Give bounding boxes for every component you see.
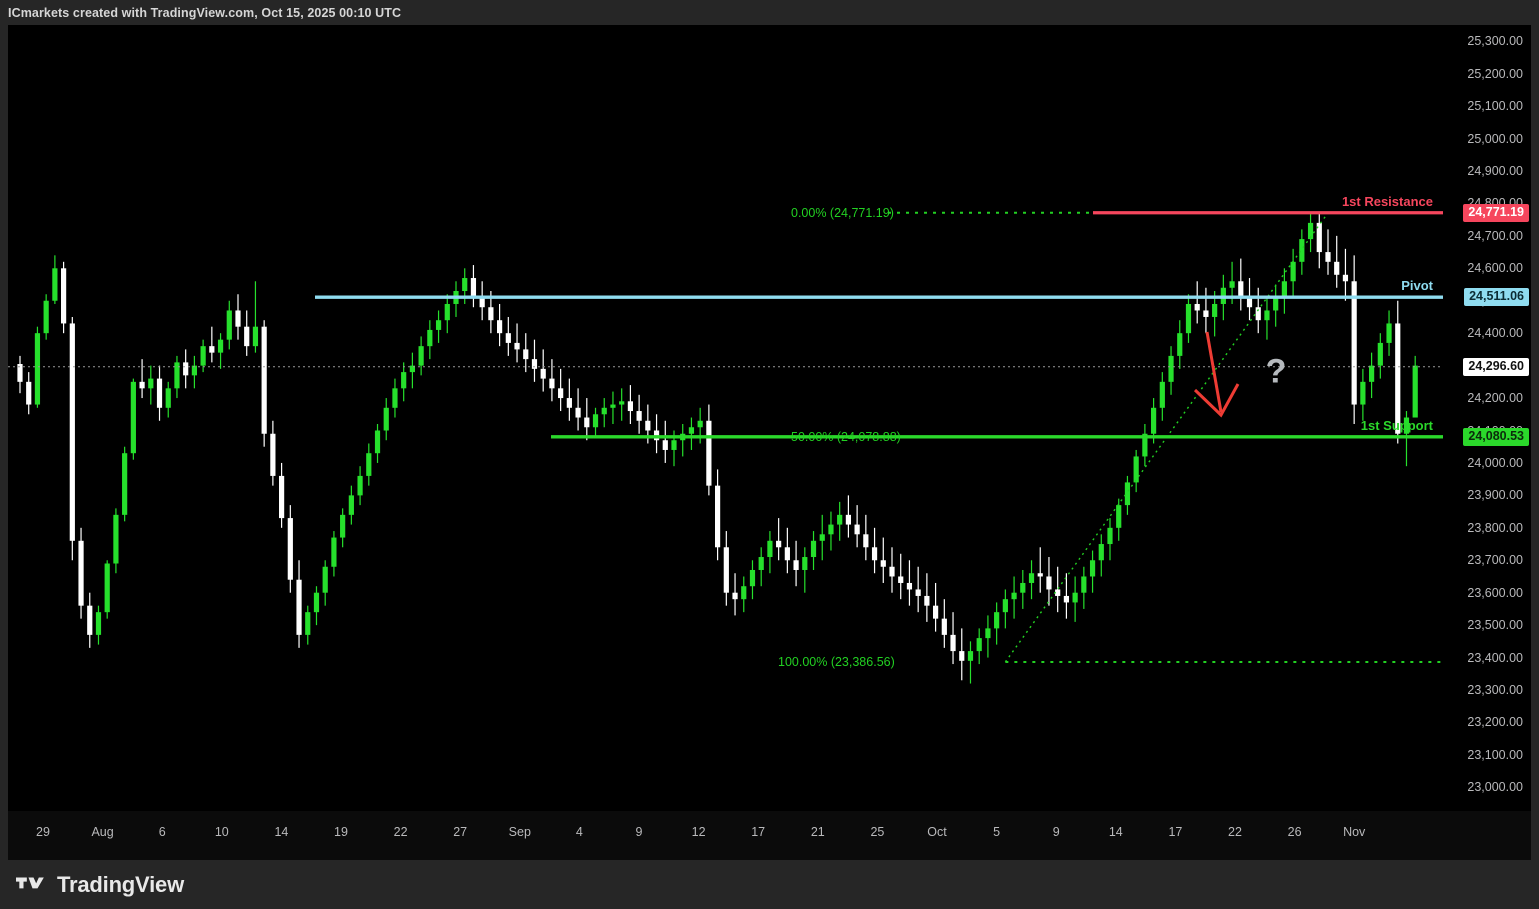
time-tick: Aug — [91, 825, 114, 839]
price-tick: 23,600.00 — [1467, 585, 1523, 600]
brand-bar: TradingView — [0, 860, 1539, 909]
price-tick: 23,100.00 — [1467, 747, 1523, 762]
candlestick-series — [8, 211, 1443, 684]
time-tick: 17 — [751, 825, 766, 839]
time-tick: Nov — [1343, 825, 1366, 839]
price-tick: 25,000.00 — [1467, 131, 1523, 146]
price-tick: 24,700.00 — [1467, 228, 1523, 243]
time-tick: 14 — [274, 825, 289, 839]
price-tick: 25,100.00 — [1467, 99, 1523, 114]
fib-50-label: 50.00% (24,078.88) — [791, 430, 901, 445]
last-price-tag[interactable]: 24,296.60 — [1463, 357, 1529, 376]
price-tick: 24,900.00 — [1467, 163, 1523, 178]
price-tick: 24,000.00 — [1467, 455, 1523, 470]
time-tick: 27 — [453, 825, 468, 839]
down-arrow-icon — [1193, 331, 1240, 418]
brand-name: TradingView — [57, 872, 184, 897]
time-tick: 22 — [1228, 825, 1242, 839]
chart-header: ICmarkets created with TradingView.com, … — [0, 0, 1539, 25]
support-label: 1st Support — [1360, 417, 1433, 433]
resistance-price-tag[interactable]: 24,771.19 — [1463, 203, 1529, 222]
pivot-label: Pivot — [1401, 278, 1433, 294]
time-tick: 21 — [810, 825, 825, 839]
price-scale[interactable]: 25,300.00 25,200.00 25,100.00 25,000.00 24,9… — [1443, 25, 1531, 860]
time-tick: 19 — [334, 825, 348, 839]
fib-100-label: 100.00% (23,386.56) — [778, 654, 895, 669]
pivot-price-tag[interactable]: 24,511.06 — [1464, 288, 1529, 307]
price-tick: 23,800.00 — [1467, 520, 1523, 535]
price-tick: 24,600.00 — [1467, 261, 1523, 276]
time-tick: 17 — [1168, 825, 1183, 839]
time-tick: Oct — [927, 825, 947, 839]
time-tick: 25 — [870, 825, 885, 839]
time-tick: 4 — [575, 825, 583, 839]
time-scale[interactable]: 29 Aug 6 10 14 19 22 27 Sep 4 9 12 17 21 25 Oct 5 9 14 17 22… — [8, 811, 1531, 860]
chart-plot-area[interactable]: 1st Resistance Pivot 1st Support 0.00% (24,… — [8, 25, 1443, 836]
resistance-label: 1st Resistance — [1341, 193, 1433, 209]
price-tick: 23,000.00 — [1467, 780, 1523, 795]
question-mark-annotation: ? — [1265, 352, 1287, 391]
time-tick: Sep — [508, 825, 531, 839]
price-tick: 23,500.00 — [1467, 618, 1523, 633]
price-tick: 24,400.00 — [1467, 326, 1523, 341]
tradingview-logo-icon — [16, 875, 46, 895]
time-tick: 12 — [691, 825, 706, 839]
time-tick: 5 — [993, 825, 1001, 839]
time-tick: 9 — [1052, 825, 1060, 839]
attribution-text: ICmarkets created with TradingView.com, … — [8, 6, 402, 20]
time-tick: 6 — [158, 825, 166, 839]
price-tick: 23,200.00 — [1467, 715, 1523, 730]
time-tick: 10 — [214, 825, 229, 839]
price-tick: 23,300.00 — [1467, 683, 1523, 698]
price-tick: 25,300.00 — [1467, 34, 1523, 49]
time-tick: 29 — [36, 825, 50, 839]
fib-0-label: 0.00% (24,771.19) — [791, 205, 894, 220]
time-tick: 9 — [635, 825, 643, 839]
price-tick: 23,400.00 — [1467, 650, 1523, 665]
price-tick: 23,900.00 — [1467, 488, 1523, 503]
price-tick: 23,700.00 — [1467, 553, 1523, 568]
price-tick: 25,200.00 — [1467, 66, 1523, 81]
support-price-tag[interactable]: 24,080.53 — [1463, 427, 1529, 446]
price-tick: 24,200.00 — [1467, 391, 1523, 406]
chart-canvas[interactable]: 1st Resistance Pivot 1st Support 0.00% (24,… — [8, 25, 1531, 860]
time-tick: 22 — [393, 825, 408, 839]
time-tick: 14 — [1108, 825, 1123, 839]
time-tick: 26 — [1287, 825, 1302, 839]
